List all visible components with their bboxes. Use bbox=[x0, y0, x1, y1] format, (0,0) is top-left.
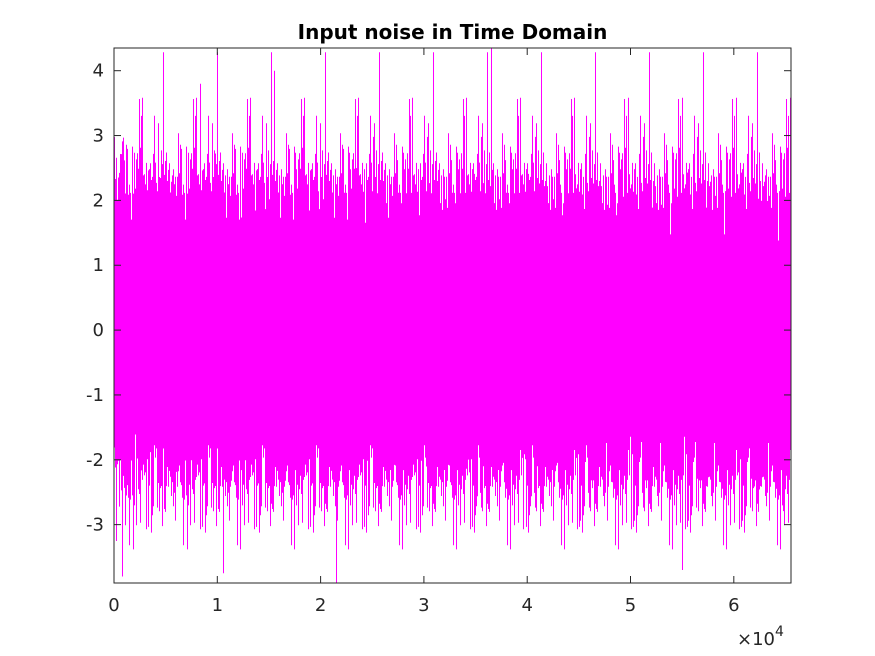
y-tick-label: -3 bbox=[86, 515, 104, 536]
x-exponent-label: ×104 bbox=[737, 624, 784, 650]
x-tick-label: 4 bbox=[521, 595, 532, 616]
x-tick-label: 2 bbox=[315, 595, 326, 616]
y-tick-label: -1 bbox=[86, 385, 104, 406]
y-tick-label: 2 bbox=[93, 190, 104, 211]
x-exponent-base: ×10 bbox=[737, 629, 775, 650]
chart-title: Input noise in Time Domain bbox=[298, 20, 608, 44]
y-tick-label: 0 bbox=[93, 320, 104, 341]
x-tick-label: 5 bbox=[625, 595, 636, 616]
x-exponent-power: 4 bbox=[775, 624, 784, 640]
axes-box bbox=[113, 47, 792, 584]
y-axis: -3 -2 -1 0 1 2 3 4 bbox=[86, 61, 791, 536]
y-tick-label: 1 bbox=[93, 255, 104, 276]
y-tick-label: 4 bbox=[93, 61, 104, 82]
y-tick-label: 3 bbox=[93, 126, 104, 147]
x-tick-label: 6 bbox=[728, 595, 739, 616]
x-tick-label: 3 bbox=[418, 595, 429, 616]
y-tick-label: -2 bbox=[86, 450, 104, 471]
x-axis: 0 1 2 3 4 5 6 bbox=[108, 48, 740, 616]
x-tick-label: 1 bbox=[212, 595, 223, 616]
x-tick-label: 0 bbox=[108, 595, 119, 616]
